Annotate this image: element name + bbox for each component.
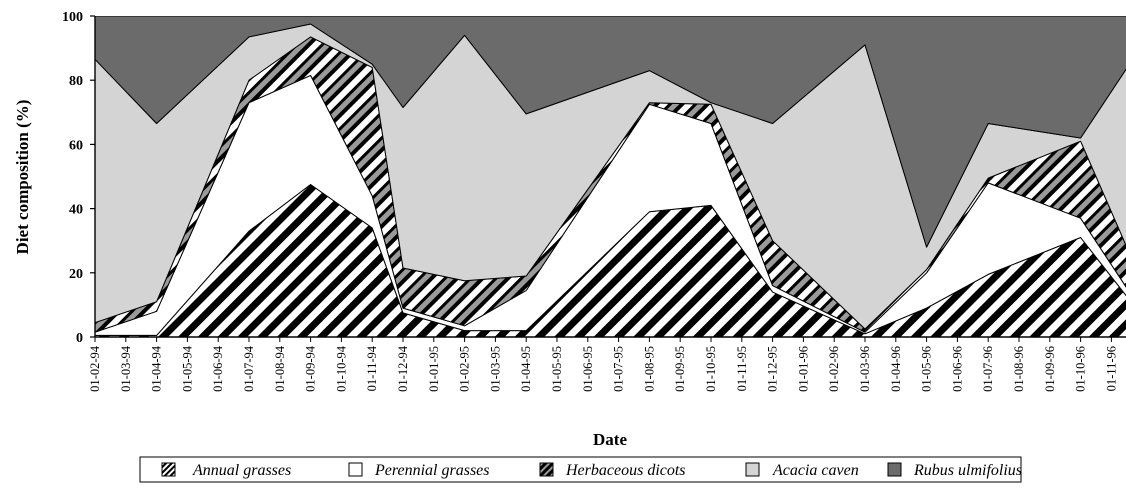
x-tick-label: 01-09-96 — [1043, 346, 1057, 392]
x-tick-label: 01-05-95 — [550, 346, 564, 392]
x-tick-label: 01-09-94 — [304, 345, 318, 392]
y-tick-label: 0 — [76, 331, 83, 346]
x-tick-label: 01-11-94 — [365, 345, 379, 391]
legend-swatch-acacia-caven — [745, 462, 760, 477]
x-tick-label: 01-05-94 — [180, 345, 194, 392]
x-tick-label: 01-04-96 — [889, 346, 903, 392]
x-tick-label: 01-11-95 — [735, 346, 749, 391]
legend-item-perennial-grasses: Perennial grasses — [348, 462, 490, 479]
x-tick-label: 01-02-96 — [827, 346, 841, 392]
legend-label-rubus-ulmifolius: Rubus ulmifolius — [913, 462, 1022, 479]
x-tick-label: 01-07-94 — [242, 345, 256, 392]
y-axis-title: Diet composition (%) — [13, 100, 32, 255]
x-tick-label: 01-01-96 — [796, 346, 810, 392]
x-tick-label: 01-06-95 — [581, 346, 595, 392]
stacked-areas — [95, 16, 1126, 338]
x-tick-label: 01-05-96 — [920, 346, 934, 392]
x-tick-label: 01-07-95 — [612, 346, 626, 392]
y-tick-label: 100 — [62, 10, 83, 25]
x-tick-label: 01-02-95 — [458, 346, 472, 392]
x-tick-label: 01-12-94 — [396, 345, 410, 392]
area-rubus-ulmifolius — [95, 16, 1126, 248]
legend-item-annual-grasses: Annual grasses — [161, 462, 291, 479]
x-tick-label: 01-10-95 — [704, 346, 718, 392]
x-tick-label: 01-10-94 — [334, 345, 348, 392]
legend-swatch-herbaceous-dicots — [539, 462, 554, 477]
y-tick-label: 40 — [69, 203, 83, 218]
x-tick-label: 01-06-96 — [950, 346, 964, 392]
legend-label-herbaceous-dicots: Herbaceous dicots — [565, 462, 686, 479]
y-axis-ticks: 0 20 40 60 80 100 — [62, 10, 95, 346]
legend-box — [139, 456, 1022, 483]
y-tick-label: 60 — [69, 138, 83, 153]
legend-swatch-annual-grasses — [161, 462, 176, 477]
x-tick-label: 01-04-94 — [150, 345, 164, 392]
x-tick-label: 01-03-94 — [119, 345, 133, 392]
x-tick-label: 01-11-96 — [1104, 346, 1118, 391]
x-tick-label: 01-03-95 — [488, 346, 502, 392]
legend-label-perennial-grasses: Perennial grasses — [374, 462, 490, 479]
x-tick-label: 01-02-94 — [88, 345, 102, 392]
y-tick-label: 20 — [69, 267, 83, 282]
x-axis-title: Date — [593, 430, 627, 449]
x-tick-label: 01-10-96 — [1074, 346, 1088, 392]
legend-item-rubus-ulmifolius: Rubus ulmifolius — [887, 462, 1022, 479]
x-tick-label: 01-08-96 — [1012, 346, 1026, 392]
legend-item-acacia-caven: Acacia caven — [745, 462, 859, 479]
x-tick-label: 01-07-96 — [981, 346, 995, 392]
x-tick-label: 01-06-94 — [211, 345, 225, 392]
x-tick-label: 01-09-95 — [673, 346, 687, 392]
x-axis-ticks: 01-02-94 01-03-94 01-04-94 01-05-94 01-06-94… — [88, 337, 1118, 392]
x-tick-label: 01-01-95 — [427, 346, 441, 392]
legend-label-annual-grasses: Annual grasses — [192, 462, 291, 479]
x-tick-label: 01-04-95 — [519, 346, 533, 392]
x-tick-label: 01-03-96 — [858, 346, 872, 392]
legend-item-herbaceous-dicots: Herbaceous dicots — [539, 462, 686, 479]
legend-swatch-perennial-grasses — [348, 462, 363, 477]
x-tick-label: 01-12-95 — [766, 346, 780, 392]
legend-swatch-rubus-ulmifolius — [887, 462, 902, 477]
y-tick-label: 80 — [69, 74, 83, 89]
legend-label-acacia-caven: Acacia caven — [772, 462, 859, 479]
x-tick-label: 01-08-95 — [642, 346, 656, 392]
legend: Annual grasses Perennial grasses Herbace… — [139, 456, 1022, 483]
x-tick-label: 01-08-94 — [273, 345, 287, 392]
